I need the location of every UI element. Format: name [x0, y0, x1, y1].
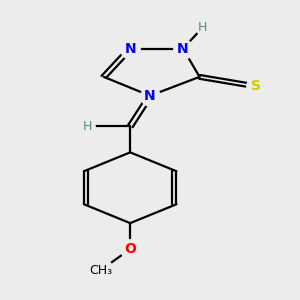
Text: H: H — [198, 21, 208, 34]
Text: N: N — [124, 42, 136, 56]
Text: O: O — [124, 242, 136, 256]
Text: H: H — [82, 120, 92, 133]
Text: CH₃: CH₃ — [89, 264, 112, 277]
Text: N: N — [144, 89, 156, 103]
Text: N: N — [177, 42, 189, 56]
Text: S: S — [251, 79, 261, 93]
